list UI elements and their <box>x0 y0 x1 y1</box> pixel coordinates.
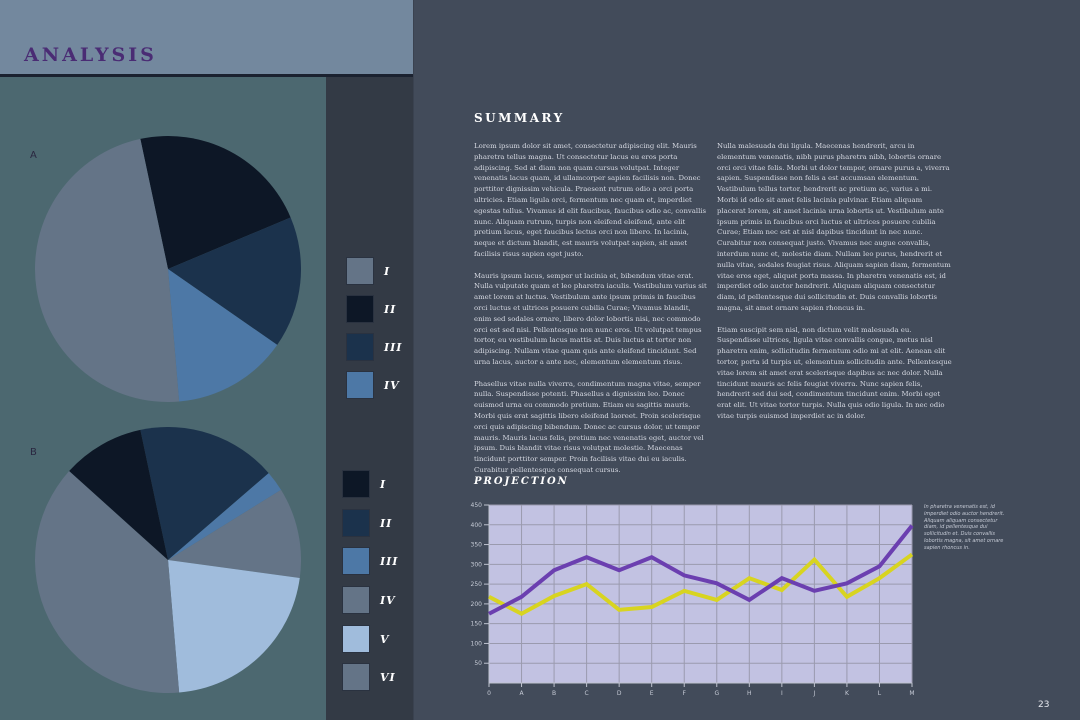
legend-label: III <box>380 554 399 568</box>
legend-label: VI <box>380 670 396 684</box>
paragraph: Phasellus vitae nulla viverra, condiment… <box>474 379 704 474</box>
legend-item-i: I <box>342 470 386 498</box>
legend-item-iii: III <box>342 547 398 575</box>
chart-side-note: In pharetra venenatis est, id imperdiet … <box>924 504 1005 551</box>
pie-slice-ii <box>140 427 269 560</box>
section-header-band <box>0 0 413 74</box>
y-tick-label: 400 <box>471 522 483 529</box>
pie-chart-a <box>35 136 301 402</box>
legend-swatch <box>346 333 374 361</box>
legend-swatch <box>342 625 370 653</box>
x-tick-label: 0 <box>487 690 491 697</box>
paragraph: Lorem ipsum dolor sit amet, consectetur … <box>474 142 707 258</box>
projection-heading: PROJECTION <box>474 476 569 487</box>
y-tick-label: 350 <box>471 542 483 549</box>
x-tick-label: K <box>845 690 850 697</box>
series-line-purple <box>488 524 914 616</box>
pie-slice-i <box>35 138 180 402</box>
x-tick-label: E <box>650 690 654 697</box>
y-tick-label: 450 <box>471 502 483 509</box>
legend-item-iv: IV <box>342 586 396 614</box>
projection-line-chart: 50 100 150 200 250 300 350 400 450 0 A B C D E F G H I J K L M <box>471 502 915 697</box>
x-tick-label: I <box>781 690 783 697</box>
x-tick-label: M <box>909 690 914 697</box>
legend-label: V <box>380 632 390 646</box>
legend-label: I <box>384 264 391 278</box>
pie-b-label: B <box>30 447 37 458</box>
x-tick-label: B <box>552 690 556 697</box>
page-number: 23 <box>1038 700 1050 710</box>
x-tick-label: D <box>617 690 622 697</box>
legend-swatch <box>342 470 370 498</box>
x-tick-label: J <box>812 690 815 697</box>
legend-label: IV <box>384 378 400 392</box>
legend-item-i: I <box>346 257 390 285</box>
pie-a-label: A <box>30 150 37 161</box>
legend-label: III <box>384 340 403 354</box>
y-tick-label: 250 <box>471 581 483 588</box>
legend-label: IV <box>380 593 396 607</box>
x-tick-label: G <box>714 690 719 697</box>
summary-heading: SUMMARY <box>474 111 565 125</box>
pie-slice-iv <box>168 269 278 402</box>
paragraph: Mauris ipsum lacus, semper ut lacinia et… <box>474 271 707 366</box>
pie-slice-vi <box>35 471 180 693</box>
page-divider <box>413 0 414 720</box>
legend-swatch <box>346 295 374 323</box>
legend-label: II <box>384 302 397 316</box>
x-tick-label: L <box>878 690 882 697</box>
summary-column-2: Nulla malesuada dui ligula. Maecenas hen… <box>717 141 953 433</box>
x-tick-label: H <box>747 690 752 697</box>
y-tick-label: 100 <box>471 640 483 647</box>
legend-item-vi: VI <box>342 663 396 691</box>
page-title: ANALYSIS <box>24 44 157 66</box>
legend-swatch <box>342 663 370 691</box>
legend-item-iv: IV <box>346 371 400 399</box>
pie-slice-v <box>168 560 300 693</box>
legend-swatch <box>342 547 370 575</box>
y-tick-label: 200 <box>471 601 483 608</box>
x-tick-label: C <box>585 690 589 697</box>
legend-label: II <box>380 516 393 530</box>
series-line-yellow <box>488 552 914 617</box>
pie-chart-b <box>35 427 301 693</box>
legend-item-ii: II <box>346 295 396 323</box>
summary-column-1: Lorem ipsum dolor sit amet, consectetur … <box>474 141 710 487</box>
legend-item-ii: II <box>342 509 392 537</box>
paragraph: Nulla malesuada dui ligula. Maecenas hen… <box>717 142 951 312</box>
legend-swatch <box>346 371 374 399</box>
header-divider <box>0 74 413 77</box>
pie-slice-i <box>69 429 168 560</box>
pie-slice-ii <box>140 136 291 269</box>
legend-item-v: V <box>342 625 390 653</box>
legend-swatch <box>342 509 370 537</box>
pie-slice-iii <box>168 217 301 345</box>
y-tick-label: 50 <box>474 660 482 667</box>
legend-label: I <box>380 477 387 491</box>
pie-slice-iv <box>168 489 301 579</box>
pie-slice-iii <box>168 473 282 560</box>
legend-item-iii: III <box>346 333 402 361</box>
legend-swatch <box>342 586 370 614</box>
x-tick-label: F <box>683 690 687 697</box>
y-tick-label: 300 <box>471 561 483 568</box>
paragraph: Etiam suscipit sem nisl, non dictum veli… <box>717 325 952 420</box>
x-tick-label: A <box>519 690 524 697</box>
y-tick-label: 150 <box>471 621 483 628</box>
legend-swatch <box>346 257 374 285</box>
